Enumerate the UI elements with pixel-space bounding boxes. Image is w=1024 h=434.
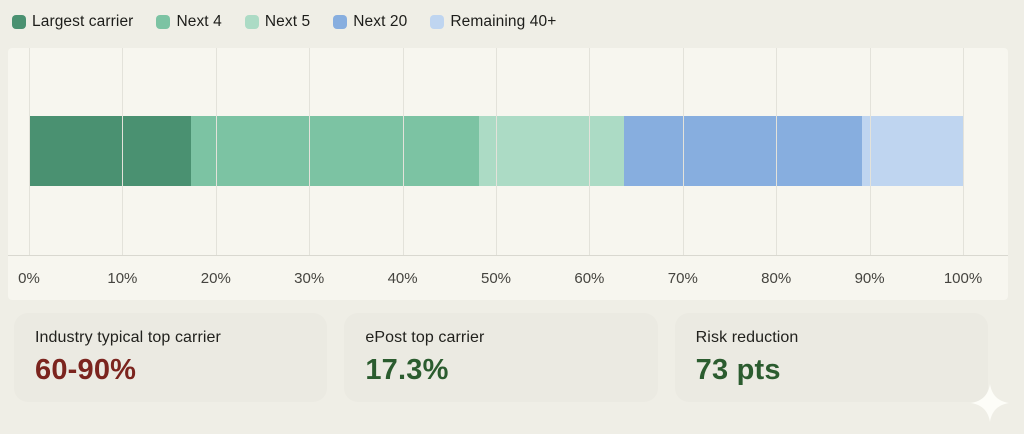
legend-swatch-icon: [244, 15, 259, 29]
x-axis-tick-label: 20%: [200, 270, 231, 287]
x-axis-tick-label: 30%: [294, 270, 325, 287]
bar-segment-next-4: [190, 116, 480, 186]
legend-swatch-icon: [430, 15, 445, 29]
legend-item-label: Largest carrier: [32, 13, 134, 30]
gridline: [496, 48, 497, 255]
gridline: [869, 48, 871, 255]
stacked-bar: [29, 116, 963, 186]
gridline: [402, 48, 404, 255]
legend-swatch-icon: [12, 15, 26, 29]
card-label: ePost top carrier: [365, 329, 485, 346]
x-axis-tick-label: 80%: [761, 270, 792, 287]
card-label: Industry typical top carrier: [35, 329, 221, 346]
gridline: [963, 48, 964, 255]
legend-swatch-icon: [333, 15, 348, 29]
legend-item-next-20: Next 20: [333, 13, 407, 31]
card-value: 73 pts: [695, 354, 781, 386]
legend-item-label: Next 4: [176, 13, 222, 30]
stat-cards-row: Industry typical top carrier 60-90% ePos…: [14, 313, 988, 402]
card-industry-typical-top-carrier: Industry typical top carrier 60-90%: [14, 313, 328, 402]
axis-baseline: [8, 255, 1008, 256]
card-label: Risk reduction: [695, 329, 799, 346]
gridline: [776, 48, 778, 255]
bar-segment-next-5: [479, 116, 624, 186]
legend-item-label: Next 5: [264, 13, 311, 30]
legend-swatch-icon: [156, 15, 171, 29]
x-axis-tick-label: 100%: [943, 270, 983, 287]
bar-segment-next-20: [623, 116, 863, 186]
bar-segment-remaining-40-: [862, 116, 963, 186]
card-epost-top-carrier: ePost top carrier 17.3%: [344, 313, 658, 402]
x-axis-tick-label: 10%: [107, 270, 138, 287]
gridline: [589, 48, 591, 255]
bar-segment-largest-carrier: [29, 116, 191, 186]
x-axis-tick-label: 60%: [574, 270, 605, 287]
card-value: 17.3%: [365, 354, 449, 386]
legend-item-label: Next 20: [353, 13, 408, 30]
x-axis-tick-label: 50%: [480, 270, 512, 287]
x-axis-tick-label: 70%: [667, 270, 698, 287]
card-risk-reduction: Risk reduction 73 pts: [674, 313, 988, 402]
gridline: [122, 48, 124, 255]
legend-item-label: Remaining 40+: [450, 13, 557, 30]
x-axis-tick-label: 40%: [387, 270, 418, 287]
gridline: [215, 48, 217, 255]
gridline: [309, 48, 311, 255]
gridline: [682, 48, 684, 255]
chart-scale: 0% 10% 20% 30% 40% 50% 60% 70% 80% 90% 100%: [18, 48, 982, 300]
x-axis-tick-label: 0%: [18, 270, 40, 287]
x-axis-tick-label: 90%: [854, 270, 885, 287]
chart-legend: Largest carrier Next 4 Next 5 Next 20 Remain…: [12, 13, 556, 31]
legend-item-next-4: Next 4: [156, 13, 222, 31]
gridline: [29, 48, 30, 255]
legend-item-largest-carrier: Largest carrier: [12, 13, 133, 31]
legend-item-next-5: Next 5: [244, 13, 311, 31]
card-value: 60-90%: [35, 354, 137, 386]
legend-item-remaining-40-: Remaining 40+: [430, 13, 556, 31]
chart-canvas: 0% 10% 20% 30% 40% 50% 60% 70% 80% 90% 100%: [8, 48, 1008, 300]
